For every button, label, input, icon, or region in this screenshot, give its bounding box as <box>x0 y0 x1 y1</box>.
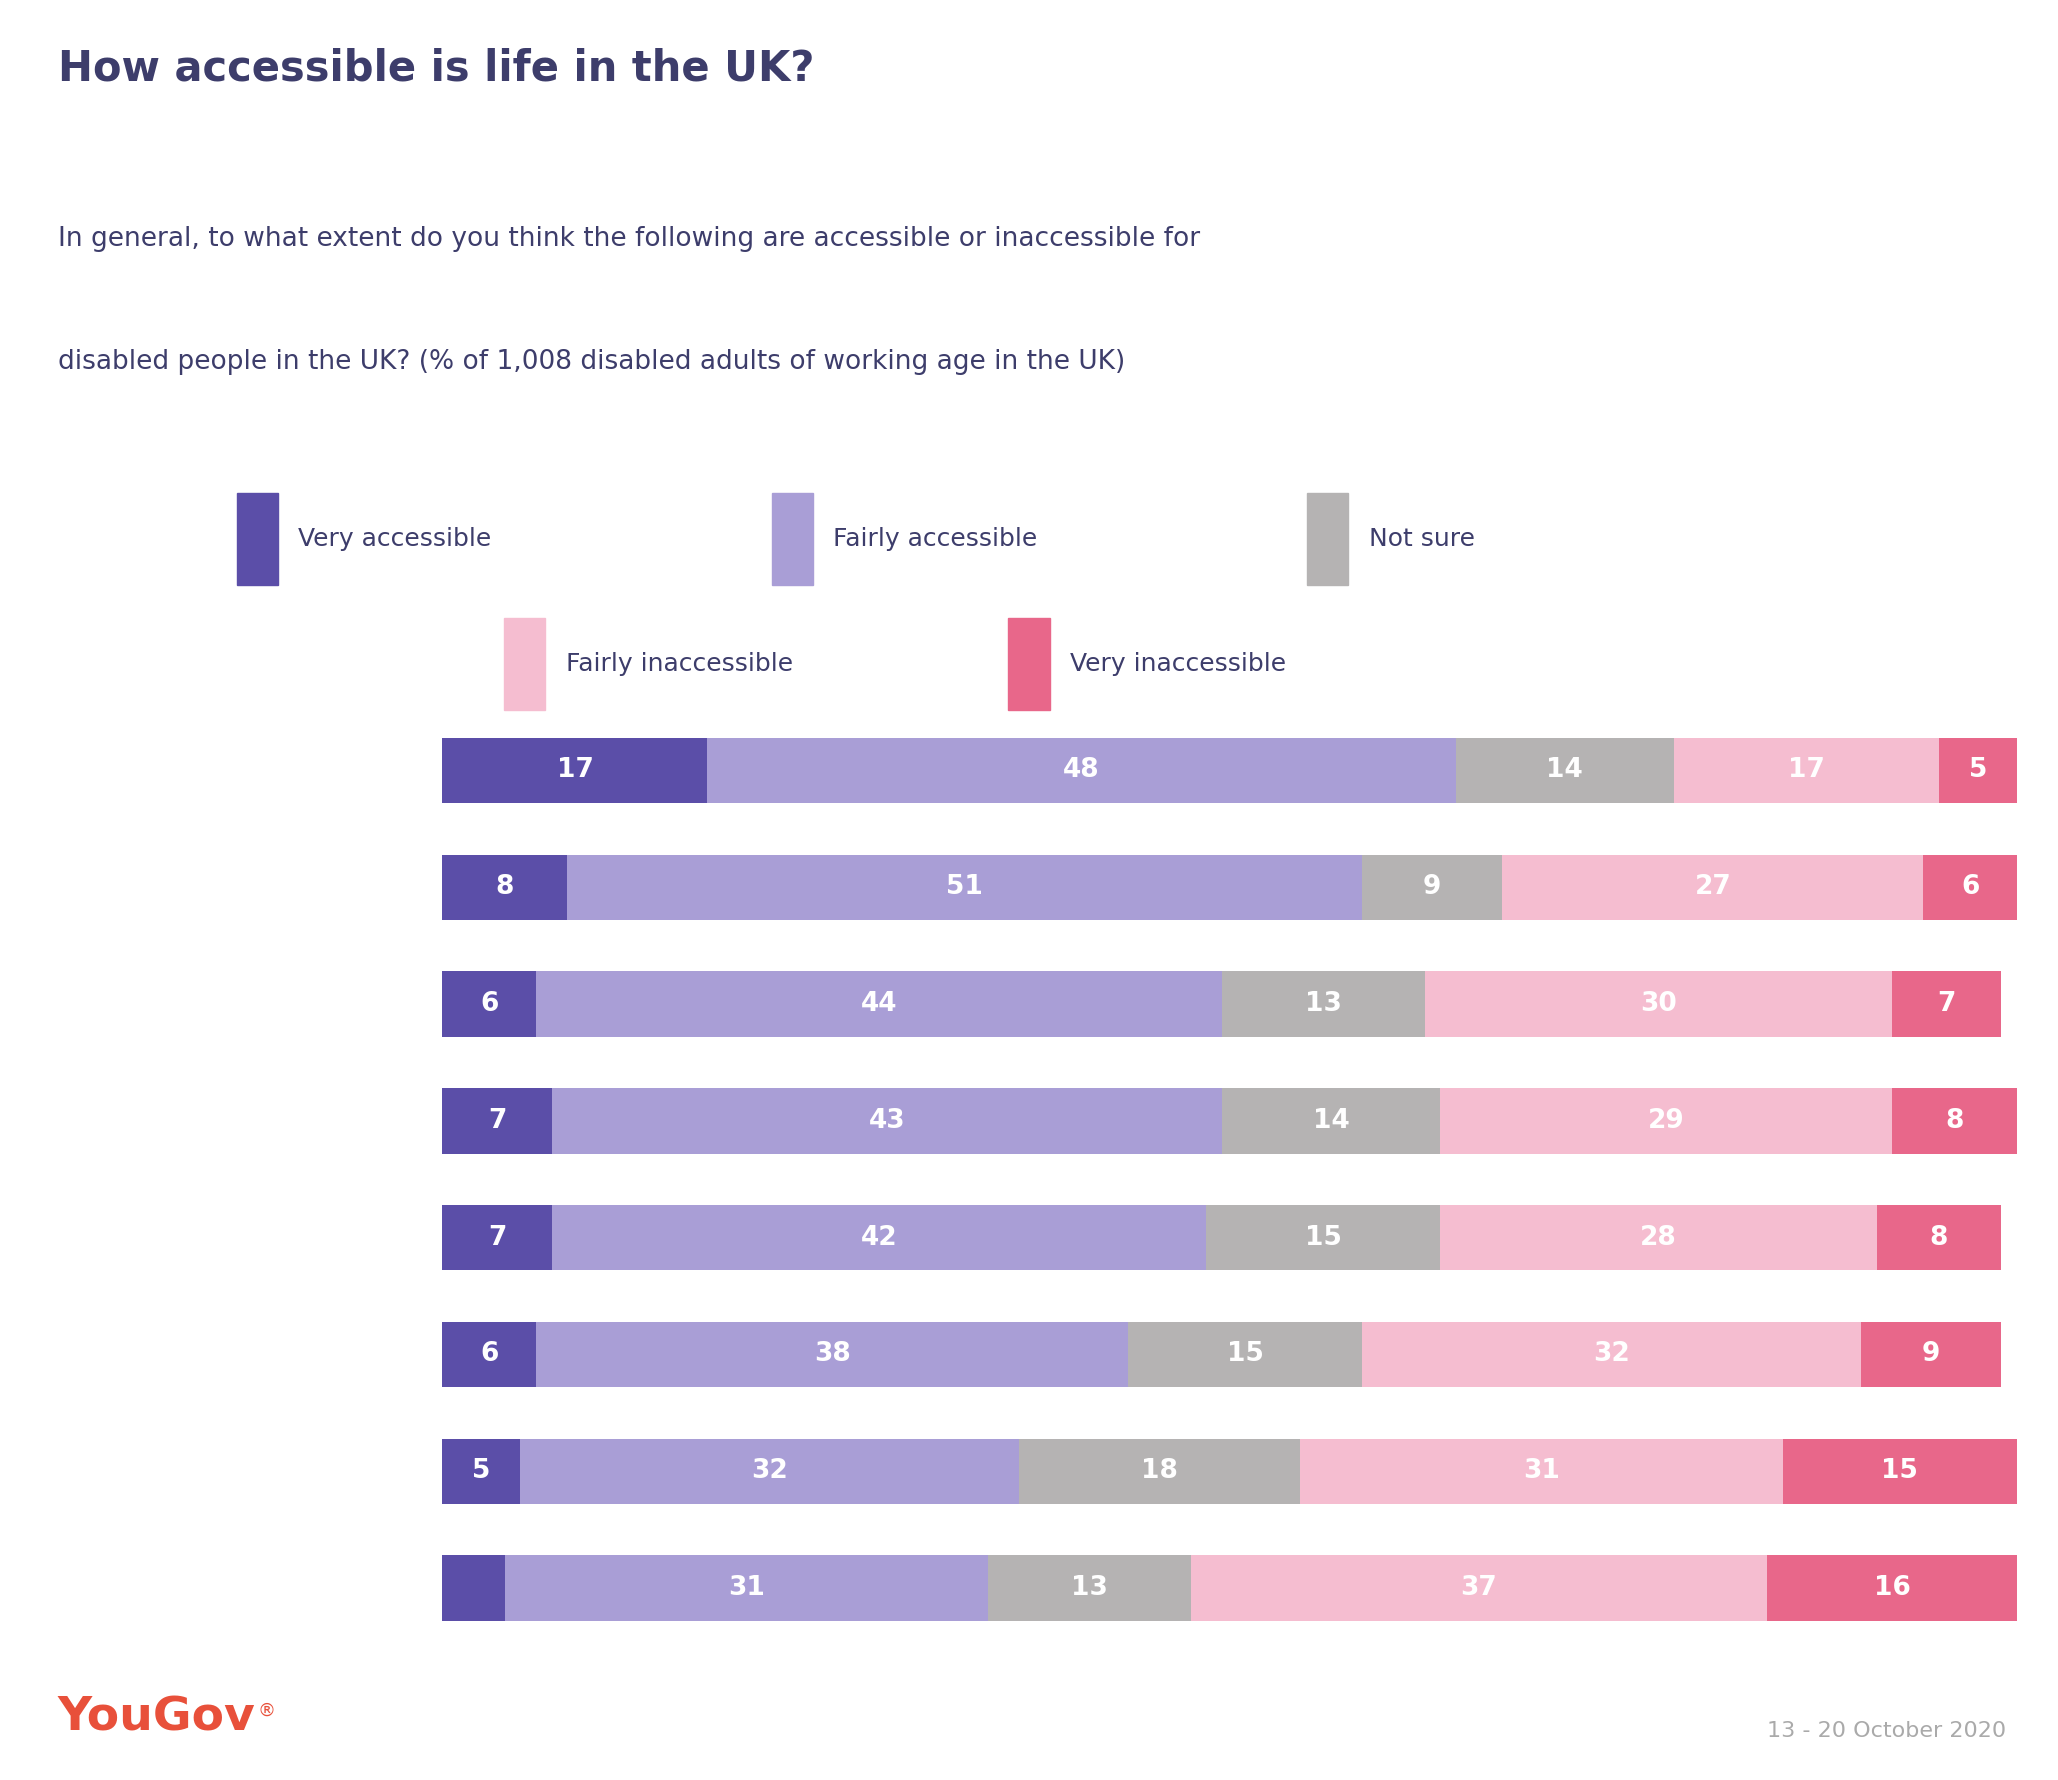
Text: 15: 15 <box>1305 1225 1342 1251</box>
Text: 32: 32 <box>1593 1342 1630 1367</box>
Text: 30: 30 <box>1640 991 1677 1016</box>
Bar <box>504 1556 988 1622</box>
Text: 13: 13 <box>1305 991 1342 1016</box>
Bar <box>1362 1323 1860 1387</box>
Bar <box>442 737 708 803</box>
Text: 27: 27 <box>1694 874 1731 901</box>
Text: 8: 8 <box>1945 1107 1963 1134</box>
Text: 8: 8 <box>1930 1225 1949 1251</box>
Bar <box>1301 1438 1782 1504</box>
Bar <box>1455 737 1673 803</box>
Bar <box>1362 854 1502 920</box>
Text: 7: 7 <box>488 1107 506 1134</box>
Text: 15: 15 <box>1227 1342 1264 1367</box>
Text: Fairly inaccessible: Fairly inaccessible <box>566 651 792 676</box>
Bar <box>521 1438 1019 1504</box>
Bar <box>1128 1323 1362 1387</box>
Text: 28: 28 <box>1640 1225 1677 1251</box>
Text: 6: 6 <box>1961 874 1980 901</box>
Bar <box>1441 1088 1891 1153</box>
Text: 15: 15 <box>1881 1458 1918 1485</box>
Text: 29: 29 <box>1648 1107 1686 1134</box>
Bar <box>1891 972 2000 1036</box>
Bar <box>772 493 813 584</box>
Bar <box>442 972 535 1036</box>
Text: 42: 42 <box>860 1225 897 1251</box>
Bar <box>504 618 545 710</box>
Bar <box>708 737 1455 803</box>
Text: 17: 17 <box>556 758 593 783</box>
Bar <box>1891 1088 2017 1153</box>
Bar <box>1019 1438 1301 1504</box>
Bar <box>442 1205 552 1271</box>
Text: 51: 51 <box>947 874 984 901</box>
Text: How accessible is life in the UK?: How accessible is life in the UK? <box>58 46 815 89</box>
Bar <box>1192 1556 1768 1622</box>
Text: 14: 14 <box>1546 758 1583 783</box>
Bar <box>442 1088 552 1153</box>
Bar <box>1782 1438 2017 1504</box>
Text: 44: 44 <box>860 991 897 1016</box>
Text: 9: 9 <box>1424 874 1441 901</box>
Bar <box>552 1088 1222 1153</box>
Text: 18: 18 <box>1140 1458 1177 1485</box>
Text: ®: ® <box>257 1702 276 1719</box>
Bar <box>1441 1205 1877 1271</box>
Bar <box>442 854 568 920</box>
Bar <box>1307 493 1348 584</box>
Text: 31: 31 <box>729 1575 766 1600</box>
Text: Very accessible: Very accessible <box>298 527 492 552</box>
Text: 5: 5 <box>1970 758 1988 783</box>
Text: 14: 14 <box>1313 1107 1350 1134</box>
Text: 5: 5 <box>471 1458 490 1485</box>
Text: 8: 8 <box>496 874 514 901</box>
Text: 6: 6 <box>480 991 498 1016</box>
Bar <box>535 1323 1128 1387</box>
Text: 32: 32 <box>751 1458 788 1485</box>
Text: 31: 31 <box>1523 1458 1560 1485</box>
Bar <box>442 1323 535 1387</box>
Text: disabled people in the UK? (% of 1,008 disabled adults of working age in the UK): disabled people in the UK? (% of 1,008 d… <box>58 349 1126 376</box>
Bar <box>1877 1205 2000 1271</box>
Text: 38: 38 <box>813 1342 850 1367</box>
Text: Not sure: Not sure <box>1369 527 1476 552</box>
Bar <box>1502 854 1924 920</box>
Text: 9: 9 <box>1922 1342 1941 1367</box>
Bar <box>1860 1323 2000 1387</box>
Text: 13: 13 <box>1070 1575 1107 1600</box>
Bar <box>552 1205 1206 1271</box>
Text: Fairly accessible: Fairly accessible <box>833 527 1037 552</box>
Bar <box>1008 618 1050 710</box>
Bar <box>535 972 1222 1036</box>
Text: 7: 7 <box>488 1225 506 1251</box>
Bar <box>1206 1205 1441 1271</box>
Bar <box>1222 1088 1441 1153</box>
Bar <box>442 1556 504 1622</box>
Text: Very inaccessible: Very inaccessible <box>1070 651 1286 676</box>
Text: 43: 43 <box>868 1107 906 1134</box>
Text: 37: 37 <box>1461 1575 1498 1600</box>
Text: In general, to what extent do you think the following are accessible or inaccess: In general, to what extent do you think … <box>58 226 1200 253</box>
Bar <box>1924 854 2017 920</box>
Text: 16: 16 <box>1873 1575 1910 1600</box>
Text: 17: 17 <box>1788 758 1825 783</box>
Text: 6: 6 <box>480 1342 498 1367</box>
Text: YouGov: YouGov <box>58 1696 255 1741</box>
Bar <box>1939 737 2017 803</box>
Bar <box>1222 972 1424 1036</box>
Text: 48: 48 <box>1064 758 1099 783</box>
Bar <box>1424 972 1891 1036</box>
Bar <box>1673 737 1939 803</box>
Bar <box>1768 1556 2017 1622</box>
Text: 7: 7 <box>1937 991 1955 1016</box>
Bar <box>988 1556 1192 1622</box>
Bar <box>237 493 278 584</box>
Text: 13 - 20 October 2020: 13 - 20 October 2020 <box>1768 1721 2007 1741</box>
Bar <box>568 854 1362 920</box>
Bar <box>442 1438 521 1504</box>
